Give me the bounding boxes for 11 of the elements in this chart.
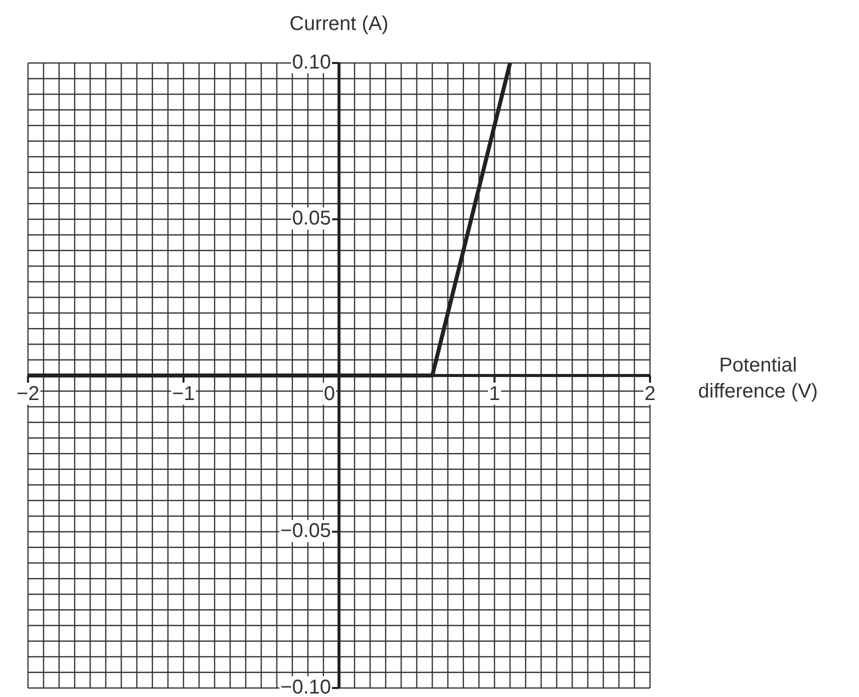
x-tick-label: 1 [488,382,500,405]
x-tick-label: 0 [324,382,335,405]
y-tick-label: 0.05 [292,208,331,230]
y-tick-label: 0.10 [292,51,331,74]
y-tick-label: −0.05 [280,520,331,542]
x-tick-label: −2 [16,382,40,405]
y-tick-label: −0.10 [280,676,331,697]
x-tick-label: 2 [644,382,656,405]
x-axis-title: Potential difference (V) [698,354,818,402]
y-axis-title: Current (A) [290,13,388,35]
x-tick-label: −1 [172,382,195,405]
